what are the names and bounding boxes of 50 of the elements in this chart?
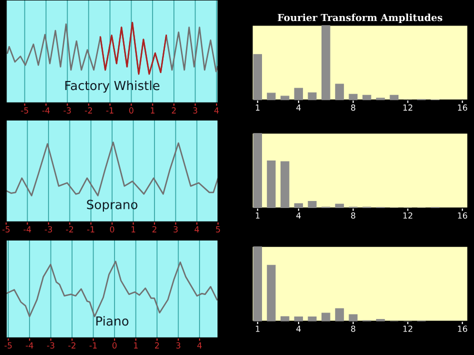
- text: Piano: [96, 316, 128, 326]
- x-tick-label: 4: [296, 212, 301, 219]
- x-tick-label: 8: [351, 326, 356, 332]
- text: Soprano: [86, 200, 138, 212]
- x-tick-label: 8: [351, 212, 356, 219]
- x-tick-label: -5: [2, 226, 10, 232]
- x-tick-label: 12: [403, 104, 412, 111]
- x-tick-label: -1: [90, 342, 97, 348]
- x-tick-label: -1: [106, 107, 114, 114]
- x-tick-label: -2: [68, 342, 76, 348]
- x-tick-label: 3: [193, 107, 198, 114]
- x-tick-label: 8: [351, 104, 356, 111]
- x-tick-label: 3: [174, 226, 178, 232]
- x-tick-label: 4: [197, 342, 202, 348]
- x-tick-label: 0: [129, 107, 134, 114]
- x-tick-label: -2: [84, 107, 92, 114]
- x-tick-label: -4: [24, 226, 32, 232]
- x-tick-label: -1: [87, 226, 94, 232]
- x-tick-label: 4: [296, 326, 301, 332]
- x-tick-label: 1: [256, 326, 260, 332]
- x-tick-label: 4: [296, 104, 301, 111]
- x-tick-label: 0: [110, 226, 114, 232]
- x-tick-label: 1: [134, 342, 138, 348]
- x-tick-label: 16: [458, 212, 468, 219]
- x-tick-label: 2: [152, 226, 156, 232]
- x-tick-label: 16: [458, 104, 468, 111]
- x-tick-label: 2: [172, 107, 176, 114]
- x-tick-label: 12: [403, 212, 412, 219]
- x-tick-label: 0: [112, 342, 117, 349]
- x-tick-label: -4: [42, 107, 50, 114]
- x-tick-label: -5: [20, 107, 28, 114]
- x-tick-label: 4: [214, 107, 219, 114]
- x-tick-label: -3: [47, 342, 54, 349]
- x-tick-label: -3: [44, 226, 52, 232]
- x-tick-label: 1: [150, 107, 154, 114]
- x-tick-label: 1: [132, 226, 136, 232]
- x-tick-label: 4: [194, 226, 200, 232]
- x-tick-label: 12: [403, 326, 412, 332]
- x-tick-label: -3: [64, 107, 71, 114]
- x-tick-label: 1: [256, 212, 260, 219]
- x-tick-label: 2: [155, 342, 159, 348]
- x-tick-label: 16: [458, 326, 468, 332]
- x-tick-label: 1: [256, 104, 260, 111]
- x-tick-label: -2: [66, 226, 74, 232]
- x-tick-label: -4: [26, 342, 34, 348]
- x-tick-label: 5: [216, 226, 220, 232]
- text: Factory Whistle: [65, 80, 160, 93]
- x-tick-label: -5: [4, 342, 12, 349]
- x-tick-label: 3: [176, 342, 180, 349]
- chart-title: Fourier Transform Amplitudes: [278, 14, 442, 24]
